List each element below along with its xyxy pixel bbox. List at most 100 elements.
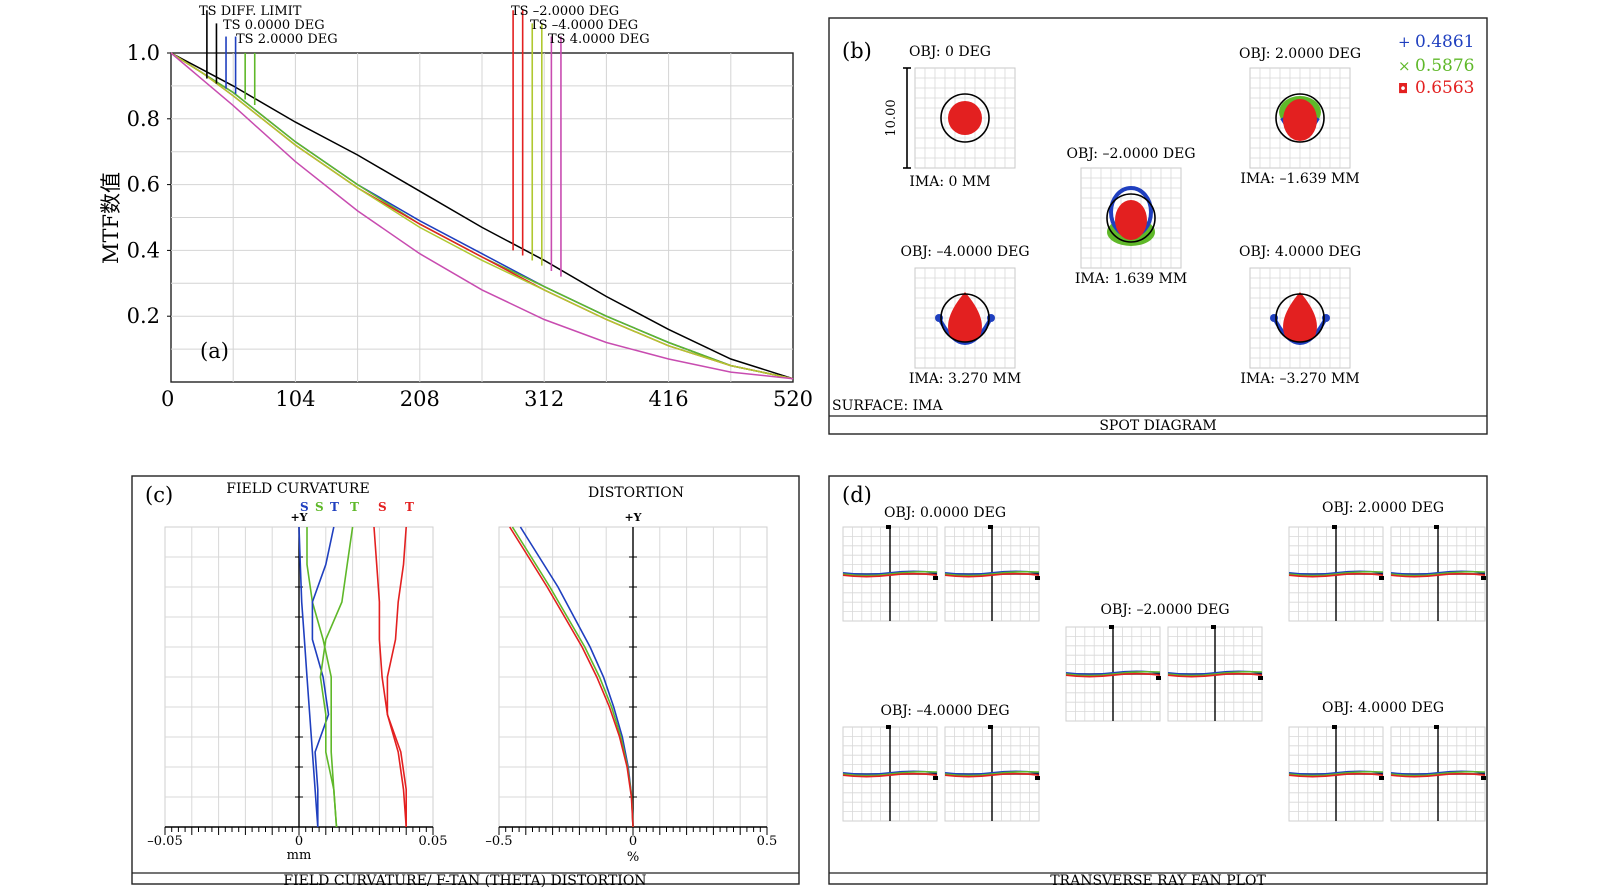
- rayfan-axis-cap: [886, 725, 891, 729]
- rayfan-curve: [1390, 572, 1486, 578]
- spot-red: [948, 101, 982, 135]
- spot-red: [948, 292, 982, 342]
- mtf-x-tick-labels: 0 104 208 312 416 520: [161, 387, 813, 411]
- spot-airy-circle: [1275, 293, 1325, 343]
- spot-legend-value-3: 0.6563: [1415, 78, 1474, 98]
- rayfan-axis-cap: [1211, 625, 1216, 629]
- rayfan-axis-cap: [1109, 625, 1114, 629]
- fc-panel-label: (c): [145, 483, 173, 507]
- mtf-y-tick-label: 0.8: [127, 107, 160, 131]
- distortion-plot: +Y –0.5 0 0.5%: [485, 511, 777, 865]
- mtf-series-line: [170, 52, 794, 380]
- dist-y-axis-label: +Y: [624, 511, 641, 524]
- rayfan-curve: [842, 570, 938, 577]
- rayfan-curve: [944, 772, 1040, 778]
- fc-legend-letter: T: [330, 500, 339, 514]
- mtf-legend-4deg: TS 4.0000 DEG: [548, 32, 650, 47]
- spot-cell: OBJ: –4.0000 DEG IMA: 3.270 MM: [900, 244, 1029, 387]
- fc-legend-letter: S: [300, 500, 309, 514]
- spot-obj-label: OBJ: 4.0000 DEG: [1239, 244, 1361, 260]
- spot-legend-marker-2: ×: [1398, 57, 1411, 75]
- rayfan-obj-label: OBJ: –4.0000 DEG: [880, 703, 1009, 719]
- fc-series-line: [373, 526, 407, 828]
- spot-legend: + 0.4861 × 0.5876 ◘ 0.6563: [1398, 32, 1474, 98]
- rayfan-curve: [1065, 672, 1161, 678]
- fc-x-tick-label: 0: [295, 834, 303, 849]
- rayfan-axis-cap: [933, 576, 938, 580]
- rayfan-frame: [828, 475, 1488, 885]
- dist-x-tick-label: –0.5: [485, 834, 512, 849]
- rayfan-cell: OBJ: –2.0000 DEG: [1065, 602, 1263, 722]
- rayfan-curve: [1167, 672, 1263, 678]
- rayfan-axis-cap: [1332, 525, 1337, 529]
- dist-x-tick-label: 0.5: [757, 834, 778, 849]
- rayfan-axis-cap: [886, 525, 891, 529]
- rayfan-cell: OBJ: 4.0000 DEG: [1288, 700, 1486, 822]
- spot-ima-label: IMA: 3.270 MM: [909, 371, 1021, 387]
- rayfan-curve: [944, 572, 1040, 578]
- rayfan-axis-cap: [933, 776, 938, 780]
- rayfan-curve: [842, 770, 938, 777]
- mtf-x-tick-label: 312: [524, 387, 564, 411]
- dist-series-line: [509, 526, 634, 828]
- spot-red: [1283, 292, 1317, 342]
- spot-scale-bar: 10.00: [884, 67, 911, 169]
- mtf-panel: 0.2 0.4 0.6 0.8 1.0 0 104 208 312 416 520 MTF数值 (…: [99, 4, 813, 411]
- rayfan-cell: OBJ: 2.0000 DEG: [1288, 500, 1486, 622]
- fc-title: FIELD CURVATURE: [226, 481, 369, 497]
- rayfan-obj-label: OBJ: 4.0000 DEG: [1322, 700, 1444, 716]
- spot-red: [1115, 200, 1147, 240]
- rayfan-obj-label: OBJ: 0.0000 DEG: [884, 505, 1006, 521]
- fc-legend-letter: S: [315, 500, 324, 514]
- mtf-grid: [171, 53, 793, 382]
- fc-series-line: [298, 526, 319, 828]
- rayfan-title: TRANSVERSE RAY FAN PLOT: [1050, 873, 1266, 889]
- rayfan-axis-cap: [1258, 676, 1263, 680]
- mtf-legend-diff-limit: TS DIFF. LIMIT: [199, 4, 302, 19]
- mtf-x-tick-label: 208: [400, 387, 440, 411]
- rayfan-axis-cap: [1379, 776, 1384, 780]
- spot-ima-label: IMA: –3.270 MM: [1240, 371, 1359, 387]
- fc-legend-letter: T: [405, 500, 414, 514]
- rayfan-axis-cap: [1035, 576, 1040, 580]
- fc-series-line: [319, 526, 354, 828]
- spot-obj-label: OBJ: 2.0000 DEG: [1239, 46, 1361, 62]
- spot-diagram-panel: (b) SPOT DIAGRAM SURFACE: IMA + 0.4861 ×…: [828, 17, 1488, 435]
- mtf-series-line: [170, 52, 794, 380]
- spot-cell: OBJ: –2.0000 DEG IMA: 1.639 MM: [1066, 146, 1195, 287]
- spot-airy-circle: [1106, 193, 1156, 243]
- rayfan-curve: [1288, 570, 1384, 577]
- field-curvature-panel: (c) FIELD CURVATURE/ F-TAN (THETA) DISTO…: [131, 475, 800, 889]
- rayfan-curve: [842, 572, 938, 578]
- mtf-y-tick-label: 0.4: [127, 238, 160, 262]
- ray-fan-panel: (d) TRANSVERSE RAY FAN PLOT OBJ: 0.0000 …: [828, 475, 1488, 889]
- mtf-panel-label: (a): [200, 339, 229, 363]
- rayfan-curve: [1390, 772, 1486, 778]
- mtf-legend-2deg: TS 2.0000 DEG: [236, 32, 338, 47]
- rayfan-axis-cap: [1434, 725, 1439, 729]
- mtf-x-tick-label: 520: [773, 387, 813, 411]
- rayfan-cell: OBJ: 0.0000 DEG: [842, 505, 1040, 622]
- mtf-legend-0deg: TS 0.0000 DEG: [223, 18, 325, 33]
- rayfan-curve: [944, 570, 1040, 577]
- fc-frame: [131, 475, 800, 885]
- rayfan-curve: [1167, 670, 1263, 677]
- dist-x-tick-label: 0: [629, 834, 637, 849]
- spot-obj-label: OBJ: –4.0000 DEG: [900, 244, 1029, 260]
- spot-airy-circle: [940, 293, 990, 343]
- fc-x-tick-label: 0.05: [419, 834, 448, 849]
- spot-legend-marker-3: ◘: [1398, 82, 1408, 97]
- fc-legend-letter: T: [350, 500, 359, 514]
- spot-ima-label: IMA: –1.639 MM: [1240, 171, 1359, 187]
- rayfan-axis-cap: [1434, 525, 1439, 529]
- rayfan-curve: [1065, 670, 1161, 677]
- rayfan-curve: [1288, 572, 1384, 578]
- rayfan-axis-cap: [1481, 776, 1486, 780]
- spot-legend-value-1: 0.4861: [1415, 32, 1474, 52]
- spot-cells: OBJ: 0 DEG IMA: 0 MM OBJ: 2.0000 DEG IMA: –…: [900, 44, 1361, 387]
- spot-airy-circle: [940, 93, 990, 143]
- dist-title: DISTORTION: [588, 485, 684, 501]
- mtf-x-tick-label: 0: [161, 387, 174, 411]
- spot-blue: [1272, 317, 1328, 345]
- spot-airy-circle: [1275, 93, 1325, 143]
